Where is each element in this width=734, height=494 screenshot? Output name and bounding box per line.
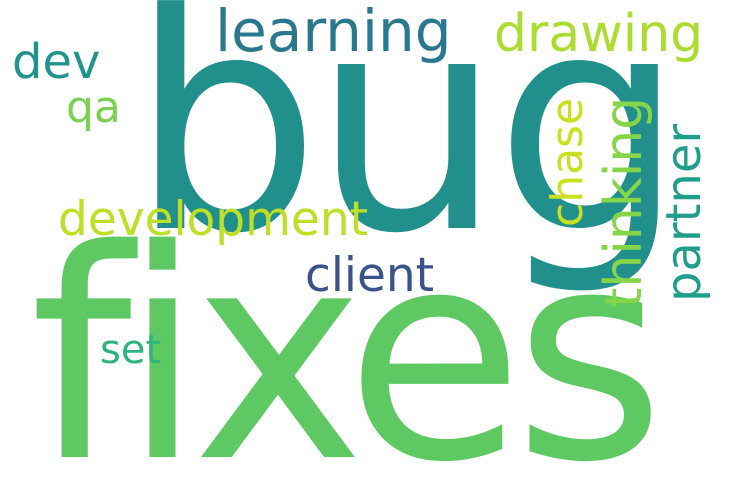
word-development: development <box>58 192 369 247</box>
word-dev: dev <box>12 34 101 90</box>
word-bug: bug <box>130 0 685 299</box>
word-thinking: thinking <box>594 96 654 308</box>
word-client: client <box>305 248 435 303</box>
word-chase: chase <box>542 97 593 227</box>
word-drawing: drawing <box>494 4 704 64</box>
word-learning: learning <box>215 0 452 65</box>
word-qa: qa <box>66 82 121 133</box>
word-fixes: fixes <box>30 189 665 494</box>
word-partner: partner <box>656 123 712 302</box>
word-set: set <box>100 327 162 373</box>
